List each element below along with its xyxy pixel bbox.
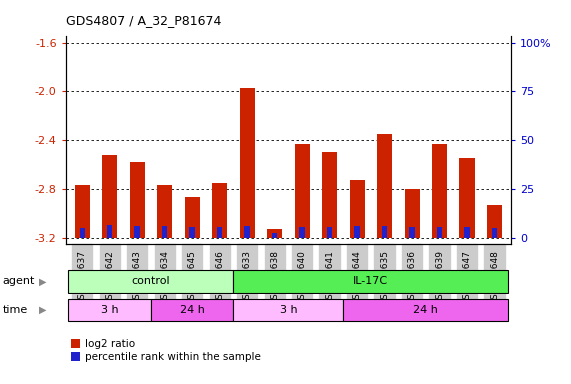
Bar [377, 134, 392, 238]
Bar [272, 233, 278, 238]
Text: agent: agent [3, 276, 35, 286]
Bar [240, 88, 255, 238]
Bar [234, 270, 508, 293]
Text: GDS4807 / A_32_P81674: GDS4807 / A_32_P81674 [66, 14, 221, 27]
Bar [151, 299, 234, 321]
Text: 24 h: 24 h [413, 305, 439, 315]
Bar [432, 144, 447, 238]
Legend: log2 ratio, percentile rank within the sample: log2 ratio, percentile rank within the s… [71, 339, 262, 362]
Bar [184, 197, 200, 238]
Bar [244, 226, 250, 238]
Bar [343, 299, 508, 321]
Bar [382, 226, 387, 238]
Text: time: time [3, 305, 28, 315]
Bar [409, 227, 415, 238]
Bar [212, 183, 227, 238]
Bar [355, 226, 360, 238]
Bar [157, 185, 172, 238]
Bar [404, 189, 420, 238]
Bar [487, 205, 502, 238]
Bar [69, 299, 151, 321]
Bar [217, 227, 222, 238]
Text: ▶: ▶ [39, 305, 46, 315]
Bar [79, 228, 85, 238]
Bar [437, 227, 442, 238]
Bar [299, 227, 305, 238]
Text: IL-17C: IL-17C [353, 276, 388, 286]
Bar [135, 226, 140, 238]
Bar [234, 299, 343, 321]
Bar [107, 225, 112, 238]
Bar [327, 227, 332, 238]
Bar [460, 159, 475, 238]
Text: 3 h: 3 h [101, 305, 118, 315]
Bar [349, 180, 365, 238]
Bar [75, 185, 90, 238]
Bar [492, 228, 497, 238]
Bar [322, 152, 337, 238]
Text: 24 h: 24 h [180, 305, 204, 315]
Text: ▶: ▶ [39, 276, 46, 286]
Bar [464, 227, 470, 238]
Text: 3 h: 3 h [280, 305, 297, 315]
Bar [267, 229, 282, 238]
Bar [190, 227, 195, 238]
Text: control: control [131, 276, 170, 286]
Bar [102, 155, 117, 238]
Bar [295, 144, 309, 238]
Bar [162, 226, 167, 238]
Bar [130, 162, 144, 238]
Bar [69, 270, 234, 293]
